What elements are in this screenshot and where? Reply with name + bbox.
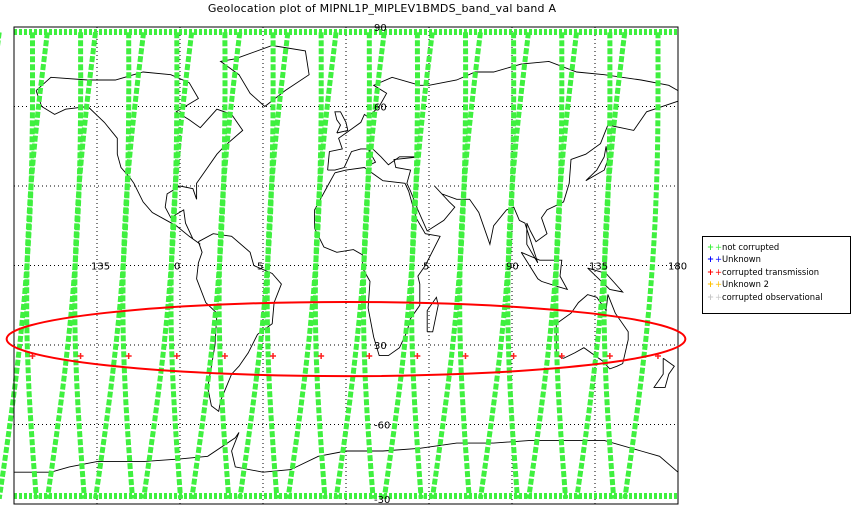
corrupted-markers	[29, 353, 661, 359]
legend: ++not corrupted ++Unknown ++corrupted tran…	[702, 236, 851, 314]
orbit-track	[72, 31, 98, 499]
orbit-track	[622, 32, 661, 500]
orbit-track	[601, 31, 628, 499]
legend-item: ++corrupted transmission	[706, 266, 847, 278]
legend-item: ++not corrupted	[706, 241, 847, 253]
orbit-track	[120, 31, 147, 499]
coastline-uk	[334, 111, 349, 134]
coastline-indonesia	[520, 251, 569, 291]
legend-label: +Unknown 2	[715, 279, 769, 290]
legend-label: +corrupted transmission	[715, 266, 820, 277]
legend-item: ++Unknown 2	[706, 278, 847, 290]
legend-plus-icon: +	[706, 279, 715, 290]
lon-label: 135	[589, 262, 608, 273]
coastline-new-zealand	[653, 357, 675, 388]
lat-label: 90	[374, 23, 387, 34]
legend-plus-icon: +	[706, 266, 715, 277]
orbit-track	[409, 31, 435, 499]
lon-label: 90	[506, 262, 519, 273]
lon-label: 5	[423, 262, 429, 273]
legend-item: ++corrupted observational	[706, 291, 847, 303]
orbit-track	[457, 31, 483, 499]
lon-label: 5	[257, 262, 263, 273]
map-frame	[13, 26, 679, 505]
legend-item: ++Unknown	[706, 253, 847, 265]
legend-plus-icon: +	[706, 291, 715, 302]
lon-label: 135	[91, 262, 110, 273]
legend-label: +not corrupted	[715, 242, 780, 252]
coastlines	[14, 45, 679, 473]
coastline-madagascar	[426, 296, 439, 333]
orbit-track	[264, 31, 291, 499]
lat-label: -60	[374, 421, 390, 432]
legend-plus-icon: +	[706, 254, 715, 265]
coastline-asia-south	[327, 100, 679, 264]
orbit-tracks	[0, 29, 678, 500]
coastline-europe	[327, 60, 679, 171]
coastline-antarctica	[14, 432, 679, 473]
legend-label: +corrupted observational	[715, 291, 823, 302]
lat-label: 60	[374, 103, 387, 114]
highlight-ellipse	[5, 300, 687, 378]
coastline-africa	[314, 167, 441, 357]
orbit-track	[168, 31, 195, 499]
orbit-track	[24, 31, 50, 499]
lon-label: 0	[174, 262, 180, 273]
coastline-australia	[555, 294, 629, 370]
lat-label: -30	[374, 495, 390, 506]
orbit-track	[505, 31, 531, 499]
lat-label: 30	[374, 341, 387, 352]
orbit-track	[216, 31, 243, 499]
legend-label: +Unknown	[715, 254, 761, 265]
coastline-north-america	[35, 71, 244, 245]
orbit-track	[553, 31, 580, 499]
orbit-track	[312, 31, 339, 499]
legend-plus-icon: +	[706, 242, 715, 252]
orbit-track	[361, 31, 387, 499]
plot-title: Geolocation plot of MIPNL1P_MIPLEV1BMDS_…	[207, 2, 557, 15]
